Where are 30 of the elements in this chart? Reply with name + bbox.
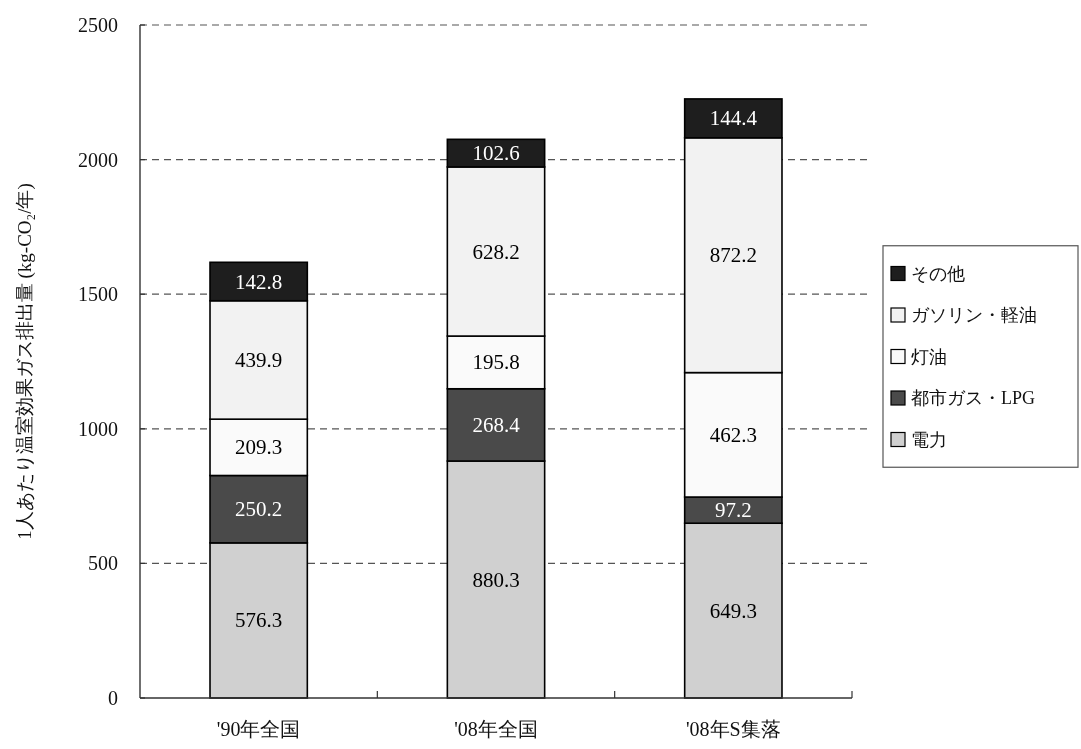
legend-label: その他 xyxy=(911,263,965,284)
data-label: 462.3 xyxy=(709,422,757,447)
x-tick-label: '08年全国 xyxy=(454,718,538,740)
data-label: 649.3 xyxy=(709,598,757,623)
y-axis-title: 1人あたり温室効果ガス排出量 (kg-CO₂/年) xyxy=(13,183,36,540)
data-label: 97.2 xyxy=(714,498,752,523)
data-label: 195.8 xyxy=(472,350,520,375)
y-tick-label: 0 xyxy=(108,687,118,709)
data-label: 144.4 xyxy=(709,106,758,131)
x-tick-label: '90年全国 xyxy=(216,718,301,740)
data-label: 628.2 xyxy=(472,239,520,264)
data-label: 576.3 xyxy=(235,608,283,633)
legend-label: 都市ガス・LPG xyxy=(911,388,1036,408)
x-tick-label: '08年S集落 xyxy=(685,718,781,740)
y-tick-label: 1000 xyxy=(78,417,118,440)
legend-label: 灯油 xyxy=(911,346,947,367)
data-label: 439.9 xyxy=(235,347,283,372)
y-tick-label: 2000 xyxy=(78,148,118,171)
legend-label: 電力 xyxy=(911,429,947,450)
y-tick-label: 500 xyxy=(88,552,118,575)
data-label: 102.6 xyxy=(472,141,520,166)
legend-label: ガソリン・軽油 xyxy=(911,305,1037,325)
data-label: 250.2 xyxy=(235,497,283,522)
data-label: 142.8 xyxy=(235,269,283,294)
data-label: 209.3 xyxy=(235,435,283,460)
data-label: 268.4 xyxy=(472,412,521,437)
y-tick-label: 1500 xyxy=(78,283,118,306)
data-label: 880.3 xyxy=(472,567,520,592)
y-tick-label: 2500 xyxy=(78,14,118,36)
data-label: 872.2 xyxy=(709,243,757,268)
